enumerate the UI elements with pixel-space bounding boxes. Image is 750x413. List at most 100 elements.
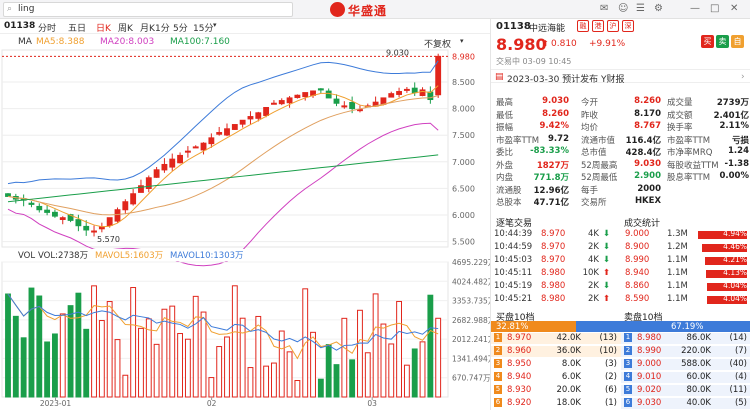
level-number: 6 [494,398,502,407]
candle-body [224,128,230,136]
chevron-right-icon: › [741,72,745,82]
ma20-value: MA20:8.003 [100,37,155,47]
adjust-select[interactable]: 不复权 [424,40,452,50]
level-count: (4) [734,372,747,382]
menu-icon[interactable]: ☰ [636,3,645,14]
tab-period-timeshare[interactable]: 分时 [38,24,57,34]
order-book-row[interactable]: 1 8.980 86.0K (14) [621,333,750,344]
watchlist-button[interactable]: 自 [731,35,744,48]
earnings-notice[interactable]: ▤ 2023-03-30 预计发布 Y财报 › [491,69,750,85]
level-price: 8.930 [507,385,532,395]
tick-price: 8.980 [541,268,566,278]
volume-bar [427,294,434,398]
candle [59,216,66,225]
volume-bar [419,341,426,398]
quote-value: 771.8万 [533,173,569,183]
level-count: (5) [734,398,747,408]
order-book-row[interactable]: 2 8.960 36.0K (10) [491,346,621,357]
mavol5-line [7,293,439,360]
toolbar-code: 01138 [4,21,36,31]
sell-button[interactable]: 卖 [716,35,729,48]
price-axis-label: 8.980 [452,52,475,61]
tab-period-5min[interactable]: 5分 [173,24,188,34]
candle-body [357,109,363,112]
order-book-row[interactable]: 4 9.010 60.0K (4) [621,372,750,383]
level-count: (6) [604,385,617,395]
settings-icon[interactable]: ⚙ [654,3,663,14]
quote-panel: 01138 中远海能 融 港 沪 深 8.980 ⬆ 0.810 +9.91% … [490,19,750,410]
ask-title: 卖盘10档 [624,313,663,323]
order-book-row[interactable]: 3 9.000 588.0K (40) [621,359,750,370]
message-icon[interactable]: ✉ [600,3,609,14]
x-axis-label: 03 [367,399,377,408]
candle [12,193,19,204]
arrow-down-icon: ⬇ [603,242,611,252]
bid-book: 1 8.970 42.0K (13) 2 8.960 36.0K (10) 3 8.950 8.0K… [491,333,621,413]
price-axis-label: 6.500 [452,184,475,193]
tab-period-daily[interactable]: 日K [96,24,111,34]
candle [122,199,129,215]
candle-body [52,211,58,217]
tab-period-1min[interactable]: 1分 [155,24,170,34]
close-icon[interactable]: ✕ [730,3,739,14]
ask-pct: 67.19% [671,322,704,332]
order-book-row[interactable]: 1 8.970 42.0K (13) [491,333,621,344]
candle-body [5,193,11,197]
price-panel-frame [1,49,449,248]
quote-value: 9.42% [539,121,570,131]
order-book-row[interactable]: 4 8.940 6.0K (2) [491,372,621,383]
candle-body [239,119,246,125]
order-book-row[interactable]: 3 8.950 8.0K (3) [491,359,621,370]
arrow-down-icon: ⬇ [603,255,611,265]
volume-bar [357,309,363,398]
calendar-icon: ▤ [495,72,504,82]
level-number: 3 [494,359,502,368]
tab-period-weekly[interactable]: 周K [118,24,133,34]
volume-bar [239,317,246,398]
quote-row: 最高 9.030 今开 8.260 成交量 2739万 [491,96,750,108]
stat-share-pct: 4.13% [723,268,747,277]
candle-body [28,202,35,205]
quote-value: 1.24 [728,146,749,156]
stat-share-bar [706,283,747,291]
minimize-icon[interactable]: — [690,3,700,14]
quote-label: 成交量 [667,98,693,108]
vol-axis-label: 3353.735万 [452,297,490,306]
maximize-icon[interactable]: □ [710,3,720,14]
quote-row: 最低 8.260 昨收 8.170 成交额 2.401亿 [491,109,750,121]
tick-volume: 2K [588,242,599,252]
chevron-down-icon[interactable]: ▾ [460,37,464,45]
order-book-row[interactable]: 2 8.990 220.0K (7) [621,346,750,357]
tab-period-5day[interactable]: 五日 [68,24,87,34]
search-input[interactable]: ⌕ ling [3,2,293,17]
candle-body [122,201,129,211]
earnings-notice-text: 2023-03-30 预计发布 Y财报 [507,75,625,85]
stats-list: 9.000 1.3M 4.94% 8.900 1.2M 4.46% 8.990 1.1M 4.2… [621,229,750,309]
tab-period-monthly[interactable]: 月K [140,24,155,34]
stat-volume: 1.1M [667,294,688,304]
x-axis-label: 02 [207,399,217,408]
tab-period-15min[interactable]: 15分 [193,24,214,34]
badge-sz: 深 [622,20,634,32]
price-change: 0.810 [551,39,577,49]
order-book-row[interactable]: 5 9.020 80.0K (11) [621,385,750,396]
level-volume: 6.0K [561,372,581,382]
quote-label: 交易所 [581,198,607,208]
order-book-row[interactable]: 6 8.920 18.0K (1) [491,398,621,409]
candle-body [231,124,238,130]
order-book-row[interactable]: 6 9.030 40.0K (5) [621,398,750,409]
level-number: 6 [624,398,632,407]
volume-bar [286,351,293,398]
user-icon[interactable]: ☺ [618,3,629,14]
kline-chart[interactable]: 8.980 8.500 8.000 7.500 7.000 6.500 6.000 5.500… [0,0,490,410]
low-marker-label: 5.570 [97,235,120,244]
candle [91,225,97,237]
quote-label: 均价 [581,123,599,133]
level-count: (3) [604,359,617,369]
volume-bar [98,320,105,398]
order-book-row[interactable]: 5 8.930 20.0K (6) [491,385,621,396]
buy-button[interactable]: 买 [701,35,714,48]
mavol5-value: MAVOL5:1603万 [95,251,163,261]
candle-body [403,88,410,91]
chevron-down-icon[interactable]: ▾ [213,21,217,29]
